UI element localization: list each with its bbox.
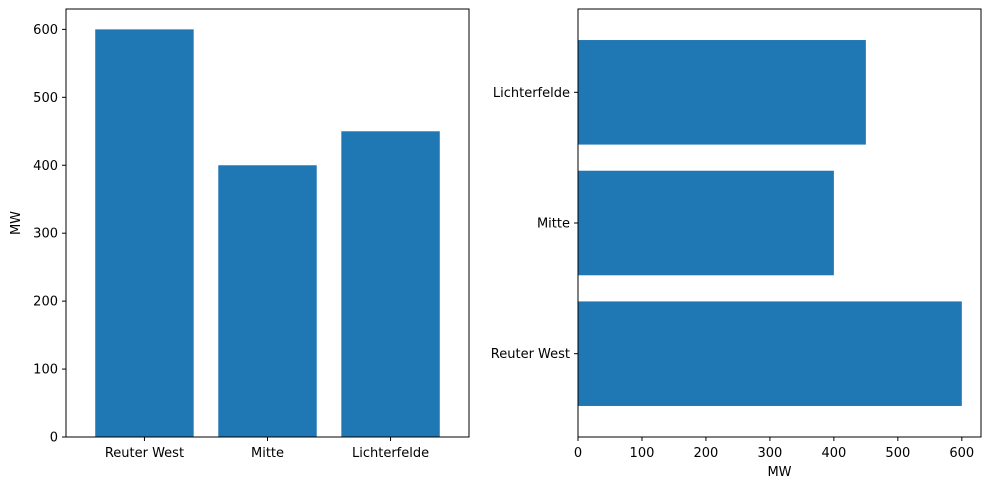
horizontal-bars <box>578 40 962 406</box>
vertical-chart-x-ticks: Reuter West Mitte Lichterfelde <box>105 437 429 461</box>
x-tick-label-mitte: Mitte <box>251 446 284 461</box>
y-tick-label: 100 <box>33 363 58 378</box>
bar-lichterfelde <box>341 131 440 438</box>
y-tick-label-lichterfelde: Lichterfelde <box>493 86 570 101</box>
bar-lichterfelde <box>578 40 866 145</box>
horizontal-chart-y-ticks: Reuter West Mitte Lichterfelde <box>491 86 578 362</box>
y-tick-label: 200 <box>33 295 58 310</box>
y-tick-label: 0 <box>50 431 58 446</box>
vertical-bar-chart: 0 100 200 300 400 500 600 Reuter West Mitte Lich… <box>9 8 470 461</box>
horizontal-bar-chart: 0 100 200 300 400 500 600 Reuter West Mitte Lich… <box>491 8 982 480</box>
x-tick-label-lichterfelde: Lichterfelde <box>352 446 429 461</box>
x-tick-label: 300 <box>757 446 782 461</box>
vertical-chart-y-ticks: 0 100 200 300 400 500 600 <box>33 23 66 446</box>
horizontal-chart-x-axis-label: MW <box>767 465 791 480</box>
bar-mitte <box>218 165 317 437</box>
vertical-chart-y-axis-label: MW <box>9 211 24 235</box>
horizontal-chart-x-ticks: 0 100 200 300 400 500 600 <box>574 437 974 461</box>
y-tick-label: 400 <box>33 159 58 174</box>
y-tick-label: 600 <box>33 23 58 38</box>
bar-mitte <box>578 170 834 276</box>
x-tick-label: 200 <box>694 446 719 461</box>
x-tick-label: 100 <box>630 446 655 461</box>
y-tick-label-mitte: Mitte <box>537 217 570 232</box>
y-tick-label: 300 <box>33 227 58 242</box>
x-tick-label-reuter-west: Reuter West <box>105 446 184 461</box>
x-tick-label: 0 <box>574 446 582 461</box>
y-tick-label-reuter-west: Reuter West <box>491 347 570 362</box>
x-tick-label: 500 <box>885 446 910 461</box>
bar-reuter-west <box>95 29 194 438</box>
bar-reuter-west <box>578 301 962 406</box>
x-tick-label: 400 <box>821 446 846 461</box>
x-tick-label: 600 <box>949 446 974 461</box>
vertical-bars <box>95 29 440 438</box>
y-tick-label: 500 <box>33 91 58 106</box>
